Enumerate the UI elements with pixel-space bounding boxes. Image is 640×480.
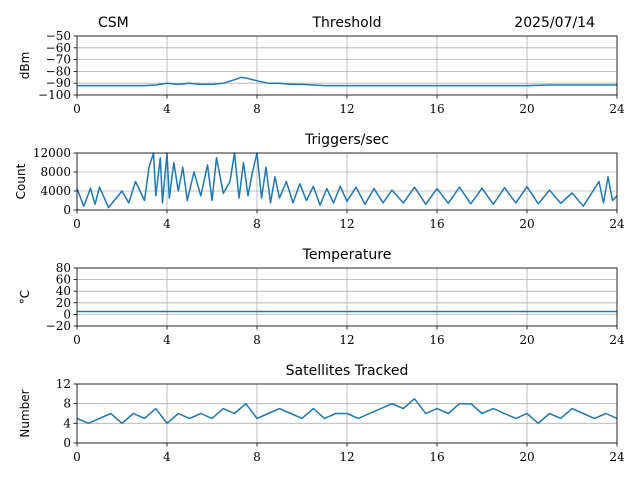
x-tick-label: 0 (73, 333, 81, 347)
x-tick-label: 24 (609, 102, 625, 116)
y-tick-label: −90 (46, 76, 71, 90)
x-tick-label: 8 (253, 333, 261, 347)
panel-threshold: 0 4 8 12 16 20 24 −100−90−80−70−60−50 Threshold d… (18, 15, 625, 116)
x-tick-label: 8 (253, 102, 261, 116)
y-axis-label-threshold: dBm (18, 52, 32, 80)
x-tick-label: 0 (73, 450, 81, 464)
x-tick-label: 20 (519, 102, 534, 116)
y-tick-label: 12 (56, 377, 71, 391)
x-tick-label: 12 (339, 102, 354, 116)
x-tick-label: 0 (73, 217, 81, 231)
x-tick-label: 4 (163, 450, 171, 464)
y-tick-label: 12000 (33, 146, 71, 160)
y-tick-label: −100 (38, 88, 71, 102)
y-tick-label: 40 (56, 284, 71, 298)
chart-panels: 0 4 8 12 16 20 24 −100−90−80−70−60−50 Threshold d… (14, 15, 625, 464)
x-tick-label: 16 (429, 217, 444, 231)
x-tick-label: 16 (429, 333, 444, 347)
chart-title-threshold: Threshold (312, 15, 382, 31)
x-tick-label: 20 (519, 217, 534, 231)
y-tick-label: −70 (46, 53, 71, 67)
y-tick-label: 0 (63, 307, 71, 321)
x-tick-label: 4 (163, 333, 171, 347)
series-line-threshold (77, 76, 617, 87)
y-tick-label: −50 (46, 29, 71, 43)
x-tick-label: 12 (339, 217, 354, 231)
y-tick-label: 8000 (40, 165, 71, 179)
panel-satellites: 0 4 8 12 16 20 24 0 4 8 12 Satellites Tracked Number (18, 363, 625, 464)
x-tick-label: 24 (609, 333, 625, 347)
header-date: 2025/07/14 (514, 15, 595, 31)
x-tick-label: 12 (339, 450, 354, 464)
y-tick-label: 4 (63, 416, 71, 430)
y-tick-label: 20 (56, 296, 71, 310)
chart-title-satellites: Satellites Tracked (286, 363, 409, 379)
y-tick-label: 80 (56, 261, 71, 275)
x-tick-label: 8 (253, 217, 261, 231)
x-tick-label: 0 (73, 102, 81, 116)
series-line-satellites (76, 398, 618, 425)
y-axis-label-triggers: Count (14, 163, 28, 199)
x-tick-label: 4 (163, 102, 171, 116)
y-tick-label: −20 (46, 319, 71, 333)
y-tick-label: −60 (46, 41, 71, 55)
header-left-label: CSM (98, 15, 129, 31)
x-tick-label: 8 (253, 450, 261, 464)
y-tick-label: 8 (63, 397, 71, 411)
series-line-triggers (76, 152, 618, 209)
x-tick-label: 20 (519, 333, 534, 347)
y-axis-label-satellites: Number (18, 389, 32, 437)
x-tick-label: 20 (519, 450, 534, 464)
x-tick-label: 12 (339, 333, 354, 347)
x-tick-label: 4 (163, 217, 171, 231)
chart-title-temperature: Temperature (302, 247, 392, 263)
y-tick-label: −80 (46, 64, 71, 78)
panel-triggers: 0 4 8 12 16 20 24 0 4000 8000 12000 Triggers/sec Cou… (14, 132, 625, 231)
y-tick-label: 60 (56, 273, 71, 287)
y-tick-label: 0 (63, 436, 71, 450)
y-axis-label-temperature: °C (18, 290, 32, 304)
y-tick-label: 4000 (40, 184, 71, 198)
chart-title-triggers: Triggers/sec (304, 132, 389, 148)
x-tick-label: 16 (429, 450, 444, 464)
x-tick-label: 24 (609, 217, 625, 231)
x-tick-label: 16 (429, 102, 444, 116)
x-tick-label: 24 (609, 450, 625, 464)
y-tick-label: 0 (63, 203, 71, 217)
